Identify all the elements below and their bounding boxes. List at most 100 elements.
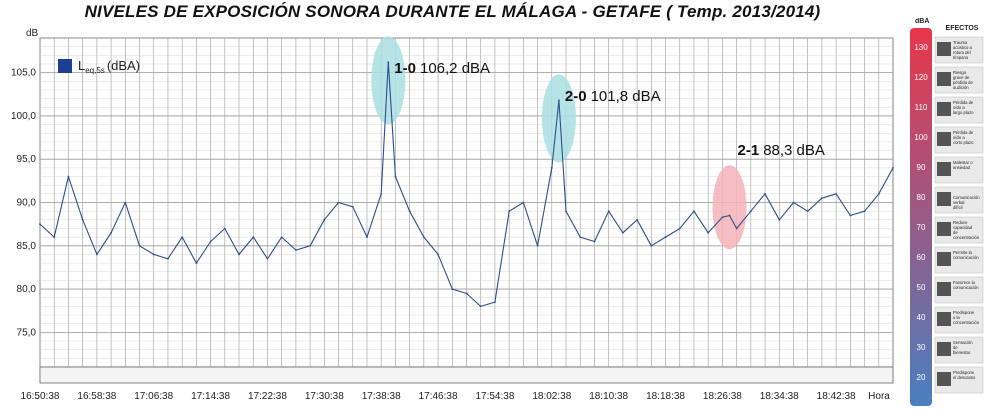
scale-rows: 130 Trauma acústico a rotura del tímpano 120 R…: [914, 36, 984, 394]
data-point: [39, 223, 41, 226]
data-point: [821, 197, 823, 200]
scale-effect-label: Sensación de bienestar: [953, 340, 973, 355]
x-tick-label: 18:10:38: [589, 391, 628, 402]
data-point: [408, 210, 411, 213]
x-axis-label: Hora: [868, 391, 890, 402]
data-point: [394, 175, 397, 178]
series-line: [39, 61, 894, 307]
x-tick-label: 17:38:38: [362, 391, 401, 402]
data-point: [323, 218, 326, 221]
annotation-label: 1-0 106,2 dBA: [394, 60, 490, 77]
data-point: [110, 231, 112, 234]
scale-effect-label: Comunicación verbal difícil: [953, 195, 980, 210]
data-point: [266, 257, 269, 260]
y-axis-label: dB: [26, 28, 39, 39]
scale-effect-label: Predispone a la concentración: [953, 310, 980, 325]
time-strip: [39, 366, 894, 384]
scale-level: 120: [914, 73, 928, 82]
x-tick-label: 18:18:38: [646, 391, 685, 402]
data-point: [494, 301, 496, 303]
data-point: [650, 244, 653, 247]
scale-unit-label: dBA: [915, 18, 929, 25]
data-point: [621, 231, 624, 234]
legend-swatch: [58, 59, 72, 73]
x-tick-label: 18:42:38: [817, 391, 856, 402]
effect-pictogram-icon: [937, 222, 951, 236]
data-point: [95, 253, 98, 256]
scale-level: 50: [917, 283, 926, 292]
scale-effect-cell: [934, 246, 984, 274]
data-point: [67, 175, 70, 178]
annotation-score: 2-1: [738, 142, 760, 159]
scale-effects-header: EFECTOS: [946, 25, 979, 32]
data-point: [309, 244, 312, 247]
data-point: [295, 249, 297, 252]
annotation-labels: 1-0 106,2 dBA 2-0 101,8 dBA 2-1 88,3 dBA: [394, 60, 825, 159]
scale-level: 80: [917, 193, 926, 202]
data-point: [437, 253, 439, 256]
scale-effect-label: Permite la comunicación: [953, 250, 979, 260]
scale-effect-label: Predispone el descanso: [953, 370, 976, 380]
data-point: [522, 201, 525, 204]
scale-effect-label: Trauma acústico a rotura del tímpano: [953, 40, 973, 60]
scale-effect-label: Riesgo grave de pérdida de audición: [953, 70, 973, 90]
data-point: [81, 218, 84, 221]
data-point: [849, 214, 852, 217]
effect-pictogram-icon: [937, 102, 951, 116]
data-point: [764, 192, 766, 195]
data-point: [167, 257, 169, 260]
x-tick-label: 16:50:38: [21, 391, 60, 402]
x-tick-label: 18:02:38: [532, 391, 571, 402]
scale-level: 20: [917, 373, 926, 382]
annotation-highlight: [712, 165, 747, 250]
legend: Leq,5s (dBA): [58, 58, 140, 75]
y-tick-label: 105,0: [11, 68, 36, 79]
annotation-highlight: [371, 36, 406, 125]
data-point: [238, 253, 240, 256]
scale-level: 40: [917, 313, 926, 322]
data-point: [735, 227, 738, 230]
annotation-level: 106,2 dBA: [420, 60, 490, 77]
data-point: [835, 192, 838, 195]
data-point: [892, 166, 894, 169]
effect-pictogram-icon: [937, 252, 951, 266]
data-point: [536, 244, 539, 247]
scale-level: 130: [914, 43, 928, 52]
scale-effect-label: Pérdida de oído a largo plazo: [953, 100, 974, 115]
data-point: [778, 218, 781, 221]
x-tick-label: 17:06:38: [134, 391, 173, 402]
series-layer: [39, 61, 894, 308]
data-point: [636, 218, 638, 221]
data-point: [508, 210, 511, 213]
x-tick-label: 17:46:38: [419, 391, 458, 402]
effect-pictogram-icon: [937, 162, 951, 176]
data-point: [806, 210, 809, 213]
grid-layer: [39, 37, 894, 384]
data-point: [181, 236, 184, 239]
annotation-highlight: [541, 74, 576, 163]
legend-label-unit: (dBA): [107, 58, 140, 73]
data-point: [195, 262, 198, 265]
y-tick-label: 100,0: [11, 111, 36, 122]
noise-effects-scale: dBA EFECTOS 130 Trauma acústico a rotura de…: [910, 18, 984, 406]
x-tick-label: 17:30:38: [305, 391, 344, 402]
legend-label-main: L: [78, 58, 85, 73]
annotation-level: 101,8 dBA: [591, 88, 661, 105]
y-tick-label: 75,0: [17, 327, 37, 338]
effect-pictogram-icon: [937, 132, 951, 146]
data-point: [565, 210, 567, 213]
data-point: [152, 253, 155, 256]
effect-pictogram-icon: [937, 342, 951, 356]
data-point: [124, 201, 127, 204]
data-point: [721, 216, 724, 219]
data-point: [558, 99, 560, 102]
chart-title: NIVELES DE EXPOSICIÓN SONORA DURANTE EL …: [84, 2, 821, 21]
x-tick-label: 18:34:38: [760, 391, 799, 402]
data-point: [550, 166, 553, 169]
svg-text:Leq,5s(dBA): Leq,5s (dBA): [78, 58, 140, 75]
scale-level: 110: [915, 103, 928, 112]
axis-layer: 75,0 80,0 85,0 90,0 95,0 100,0 105,0 dB 16:50:38…: [11, 28, 890, 402]
y-tick-label: 85,0: [17, 241, 37, 252]
data-point: [792, 201, 795, 204]
annotation-level: 88,3 dBA: [763, 142, 825, 159]
